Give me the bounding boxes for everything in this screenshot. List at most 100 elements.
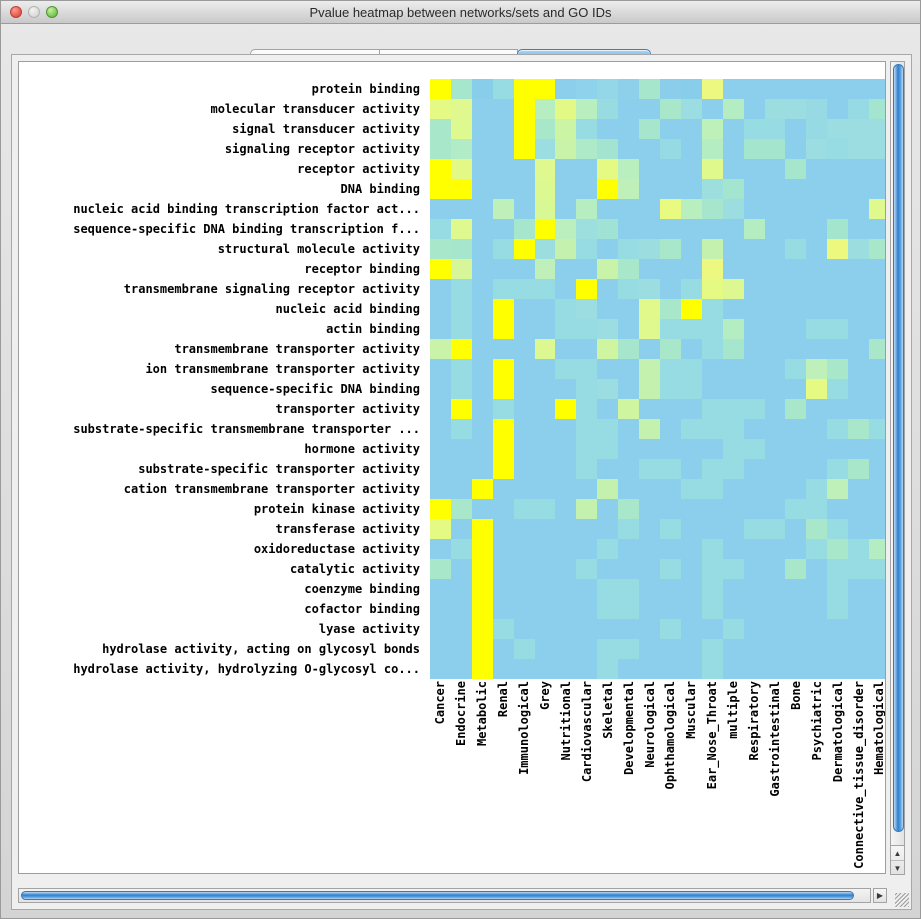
heatmap-cell[interactable] bbox=[513, 299, 535, 319]
heatmap-cell[interactable] bbox=[555, 619, 577, 639]
heatmap-cell[interactable] bbox=[701, 159, 723, 179]
heatmap-cell[interactable] bbox=[848, 439, 870, 459]
heatmap-cell[interactable] bbox=[597, 579, 619, 599]
heatmap-cell[interactable] bbox=[555, 359, 577, 379]
heatmap-cell[interactable] bbox=[597, 179, 619, 199]
heatmap-cell[interactable] bbox=[827, 639, 849, 659]
heatmap-cell[interactable] bbox=[639, 279, 660, 299]
heatmap-cell[interactable] bbox=[430, 539, 451, 559]
heatmap-cell[interactable] bbox=[618, 539, 640, 559]
heatmap-cell[interactable] bbox=[785, 239, 807, 259]
heatmap-cell[interactable] bbox=[597, 339, 619, 359]
heatmap-cell[interactable] bbox=[618, 139, 640, 159]
heatmap-cell[interactable] bbox=[576, 159, 598, 179]
heatmap-cell[interactable] bbox=[869, 439, 885, 459]
heatmap-cell[interactable] bbox=[806, 359, 828, 379]
heatmap-cell[interactable] bbox=[680, 499, 702, 519]
heatmap-cell[interactable] bbox=[534, 179, 556, 199]
heatmap-cell[interactable] bbox=[450, 259, 472, 279]
heatmap-cell[interactable] bbox=[848, 139, 870, 159]
heatmap-cell[interactable] bbox=[430, 299, 451, 319]
heatmap-cell[interactable] bbox=[848, 339, 870, 359]
heatmap-cell[interactable] bbox=[430, 239, 451, 259]
heatmap-cell[interactable] bbox=[827, 239, 849, 259]
heatmap-cell[interactable] bbox=[659, 479, 681, 499]
heatmap-cell[interactable] bbox=[722, 459, 744, 479]
heatmap-cell[interactable] bbox=[618, 99, 640, 119]
heatmap-cell[interactable] bbox=[722, 199, 744, 219]
heatmap-cell[interactable] bbox=[555, 459, 577, 479]
heatmap-cell[interactable] bbox=[743, 279, 765, 299]
heatmap-cell[interactable] bbox=[785, 439, 807, 459]
heatmap-cell[interactable] bbox=[785, 619, 807, 639]
heatmap-cell[interactable] bbox=[576, 619, 598, 639]
heatmap-cell[interactable] bbox=[430, 659, 451, 679]
heatmap-cell[interactable] bbox=[701, 399, 723, 419]
vertical-scrollbar-thumb[interactable] bbox=[893, 64, 904, 832]
heatmap-cell[interactable] bbox=[597, 139, 619, 159]
heatmap-cell[interactable] bbox=[659, 139, 681, 159]
vertical-scroll-buttons[interactable]: ▲ ▼ bbox=[890, 845, 905, 875]
heatmap-cell[interactable] bbox=[555, 659, 577, 679]
heatmap-cell[interactable] bbox=[430, 279, 451, 299]
heatmap-cell[interactable] bbox=[450, 639, 472, 659]
heatmap-cell[interactable] bbox=[827, 379, 849, 399]
heatmap-cell[interactable] bbox=[743, 499, 765, 519]
heatmap-cell[interactable] bbox=[597, 239, 619, 259]
heatmap-cell[interactable] bbox=[764, 159, 786, 179]
heatmap-cell[interactable] bbox=[534, 639, 556, 659]
heatmap-cell[interactable] bbox=[618, 399, 640, 419]
heatmap-cell[interactable] bbox=[597, 479, 619, 499]
heatmap-cell[interactable] bbox=[555, 299, 577, 319]
heatmap-cell[interactable] bbox=[848, 239, 870, 259]
heatmap-cell[interactable] bbox=[492, 159, 514, 179]
heatmap-cell[interactable] bbox=[743, 339, 765, 359]
vertical-scrollbar[interactable] bbox=[890, 61, 905, 874]
heatmap-cell[interactable] bbox=[597, 399, 619, 419]
heatmap-cell[interactable] bbox=[597, 459, 619, 479]
heatmap-cell[interactable] bbox=[492, 299, 514, 319]
heatmap-cell[interactable] bbox=[869, 479, 885, 499]
heatmap-cell[interactable] bbox=[806, 579, 828, 599]
heatmap-cell[interactable] bbox=[680, 559, 702, 579]
heatmap-cell[interactable] bbox=[869, 499, 885, 519]
heatmap-cell[interactable] bbox=[430, 619, 451, 639]
heatmap-cell[interactable] bbox=[722, 339, 744, 359]
heatmap-cell[interactable] bbox=[471, 619, 493, 639]
heatmap-cell[interactable] bbox=[471, 139, 493, 159]
heatmap-cell[interactable] bbox=[827, 439, 849, 459]
heatmap-cell[interactable] bbox=[659, 459, 681, 479]
scroll-down-icon[interactable]: ▼ bbox=[893, 863, 902, 873]
heatmap-cell[interactable] bbox=[785, 219, 807, 239]
heatmap-cell[interactable] bbox=[639, 239, 660, 259]
heatmap-cell[interactable] bbox=[827, 199, 849, 219]
heatmap-cell[interactable] bbox=[827, 259, 849, 279]
heatmap-cell[interactable] bbox=[576, 539, 598, 559]
heatmap-cell[interactable] bbox=[722, 219, 744, 239]
heatmap-cell[interactable] bbox=[639, 539, 660, 559]
heatmap-cell[interactable] bbox=[618, 259, 640, 279]
heatmap-cell[interactable] bbox=[848, 219, 870, 239]
heatmap-cell[interactable] bbox=[639, 459, 660, 479]
heatmap-cell[interactable] bbox=[806, 219, 828, 239]
heatmap-cell[interactable] bbox=[597, 219, 619, 239]
heatmap-cell[interactable] bbox=[450, 659, 472, 679]
heatmap-cell[interactable] bbox=[701, 279, 723, 299]
heatmap-cell[interactable] bbox=[785, 419, 807, 439]
heatmap-cell[interactable] bbox=[680, 479, 702, 499]
heatmap-cell[interactable] bbox=[513, 519, 535, 539]
heatmap-cell[interactable] bbox=[513, 479, 535, 499]
heatmap-cell[interactable] bbox=[576, 399, 598, 419]
heatmap-cell[interactable] bbox=[869, 259, 885, 279]
heatmap-cell[interactable] bbox=[492, 339, 514, 359]
heatmap-cell[interactable] bbox=[659, 439, 681, 459]
heatmap-cell[interactable] bbox=[430, 99, 451, 119]
heatmap-cell[interactable] bbox=[701, 119, 723, 139]
heatmap-cell[interactable] bbox=[764, 459, 786, 479]
heatmap-cell[interactable] bbox=[869, 319, 885, 339]
heatmap-cell[interactable] bbox=[576, 339, 598, 359]
heatmap-cell[interactable] bbox=[618, 419, 640, 439]
heatmap-cell[interactable] bbox=[659, 499, 681, 519]
heatmap-cell[interactable] bbox=[597, 199, 619, 219]
heatmap-cell[interactable] bbox=[743, 619, 765, 639]
